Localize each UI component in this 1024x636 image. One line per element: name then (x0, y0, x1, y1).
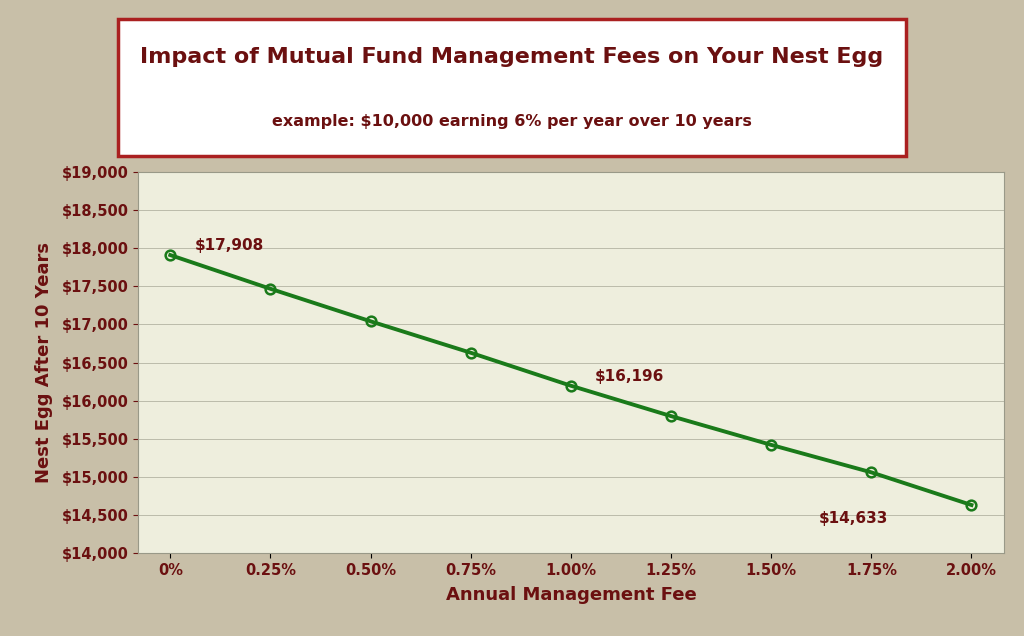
X-axis label: Annual Management Fee: Annual Management Fee (445, 586, 696, 604)
Text: $14,633: $14,633 (819, 511, 889, 527)
Text: $17,908: $17,908 (195, 238, 263, 254)
Text: $16,196: $16,196 (595, 369, 665, 384)
Y-axis label: Nest Egg After 10 Years: Nest Egg After 10 Years (35, 242, 53, 483)
Text: example: $10,000 earning 6% per year over 10 years: example: $10,000 earning 6% per year ove… (272, 114, 752, 129)
Text: Impact of Mutual Fund Management Fees on Your Nest Egg: Impact of Mutual Fund Management Fees on… (140, 47, 884, 67)
